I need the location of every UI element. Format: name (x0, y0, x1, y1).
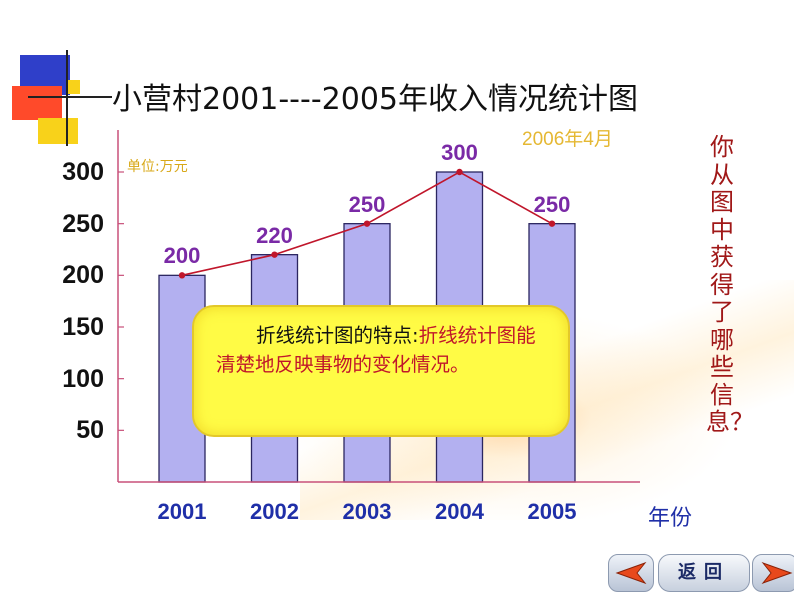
line-point-2004 (456, 168, 463, 176)
note-body: 折线统计图能清楚地反映事物的变化情况。 (216, 324, 536, 376)
next-button[interactable] (752, 554, 794, 592)
note-lead: 折线统计图的特点: (256, 324, 419, 347)
data-label-2003: 250 (348, 191, 386, 217)
data-label-2001: 200 (163, 243, 201, 269)
line-point-2001 (178, 272, 186, 279)
yellow-square-decoration (38, 118, 78, 144)
previous-button[interactable] (608, 554, 654, 592)
chart-title: 小营村2001----2005年收入情况统计图 (112, 82, 638, 117)
navigation-bar: 返回 (606, 552, 794, 596)
y-tick-100: 100 (62, 364, 104, 393)
decor-horizontal-line (28, 96, 112, 98)
y-tick-150: 150 (62, 313, 104, 341)
axes-layer (117, 130, 640, 483)
x-tick-2002: 2002 (250, 499, 299, 524)
note-box: 折线统计图的特点:折线统计图能清楚地反映事物的变化情况。 (192, 305, 570, 437)
x-tick-2005: 2005 (527, 499, 577, 524)
data-label-2002: 220 (256, 222, 293, 248)
line-layer (178, 168, 556, 279)
small-yellow-square-decoration (66, 80, 80, 94)
y-tick-300: 300 (62, 158, 104, 186)
unit-label: 单位:万元 (127, 159, 188, 175)
line-point-2005 (548, 220, 556, 227)
y-tick-200: 200 (62, 261, 104, 290)
x-tick-2001: 2001 (157, 499, 207, 524)
back-button[interactable]: 返回 (658, 554, 750, 592)
chart-date: 2006年4月 (522, 129, 613, 150)
question-text: 你从图中获得了哪些信息？ (706, 133, 754, 436)
x-tick-2004: 2004 (435, 499, 484, 524)
data-label-2004: 300 (441, 140, 478, 165)
x-tick-2003: 2003 (342, 499, 392, 524)
x-axis-label: 年份 (648, 506, 693, 531)
y-tick-50: 50 (76, 416, 104, 445)
data-label-2005: 250 (533, 191, 571, 217)
arrow-right-icon (761, 561, 793, 585)
red-square-decoration (12, 86, 62, 120)
line-point-2002 (271, 251, 278, 258)
line-point-2003 (363, 220, 371, 227)
y-tick-250: 250 (62, 209, 104, 238)
decor-vertical-line (66, 50, 68, 146)
arrow-left-icon (615, 561, 647, 585)
